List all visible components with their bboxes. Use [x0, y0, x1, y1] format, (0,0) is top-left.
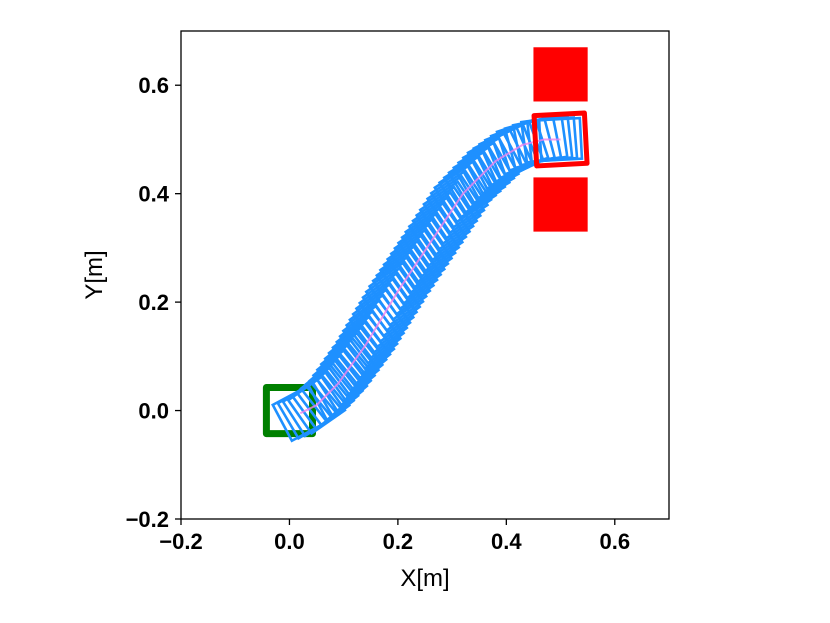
trajectory-pose-square: [407, 201, 468, 262]
trajectory-pose-square: [429, 169, 490, 230]
trajectory-pose-square: [425, 174, 486, 235]
x-tick-label: −0.2: [159, 529, 202, 554]
trajectory-pose-square: [311, 347, 373, 409]
y-tick-label: 0.6: [138, 73, 169, 98]
trajectory-pose-square: [307, 352, 369, 414]
obstacle-block: [533, 47, 588, 102]
trajectory-pose-square: [403, 206, 465, 268]
x-tick-label: 0.4: [491, 529, 522, 554]
x-tick-label: 0.6: [599, 529, 630, 554]
ticks-layer: −0.2 0.0 0.2 0.4 0.6 −0.2 0.0 0.2 0.4 0.6: [126, 73, 631, 554]
trajectory-pose-square: [327, 325, 389, 387]
y-tick-label: 0.0: [138, 399, 169, 424]
trajectory-pose-square: [374, 250, 436, 311]
trajectory-pose-square: [371, 255, 432, 316]
plot-frame: [180, 30, 670, 520]
trajectory-path-line: [299, 138, 561, 415]
y-tick-label: 0.2: [138, 290, 169, 315]
trajectory-pose-square: [361, 271, 422, 333]
trajectory-pose-square: [315, 342, 377, 404]
trajectory-pose-square: [378, 244, 439, 306]
trajectory-pose-square: [331, 320, 392, 382]
obstacle-block: [533, 177, 588, 232]
x-tick-label: 0.2: [383, 529, 414, 554]
data-layer: [262, 47, 590, 443]
trajectory-pose-square: [400, 212, 461, 273]
trajectory-pose-square: [393, 223, 454, 284]
x-axis-label: X[m]: [400, 565, 449, 592]
trajectory-pose-square: [323, 331, 385, 393]
trajectory-pose-square: [382, 239, 443, 300]
goal-pose-square: [531, 110, 590, 169]
y-tick-label: −0.2: [126, 507, 169, 532]
trajectory-pose-square: [385, 234, 447, 295]
trajectory-pose-square: [414, 190, 475, 251]
trajectory-pose-square: [418, 185, 479, 246]
y-tick-label: 0.4: [138, 182, 169, 207]
trajectory-pose-square: [367, 261, 429, 322]
x-tick-label: 0.0: [274, 529, 305, 554]
y-axis-label: Y[m]: [81, 250, 108, 299]
trajectory-pose-square: [364, 266, 425, 327]
trajectory-pose-square: [422, 179, 483, 240]
trajectory-pose-square: [537, 116, 584, 163]
trajectory-pose-square: [396, 217, 457, 279]
trajectory-pose-square: [389, 228, 450, 289]
trajectory-pose-square: [319, 336, 381, 398]
trajectory-pose-square: [411, 196, 472, 257]
